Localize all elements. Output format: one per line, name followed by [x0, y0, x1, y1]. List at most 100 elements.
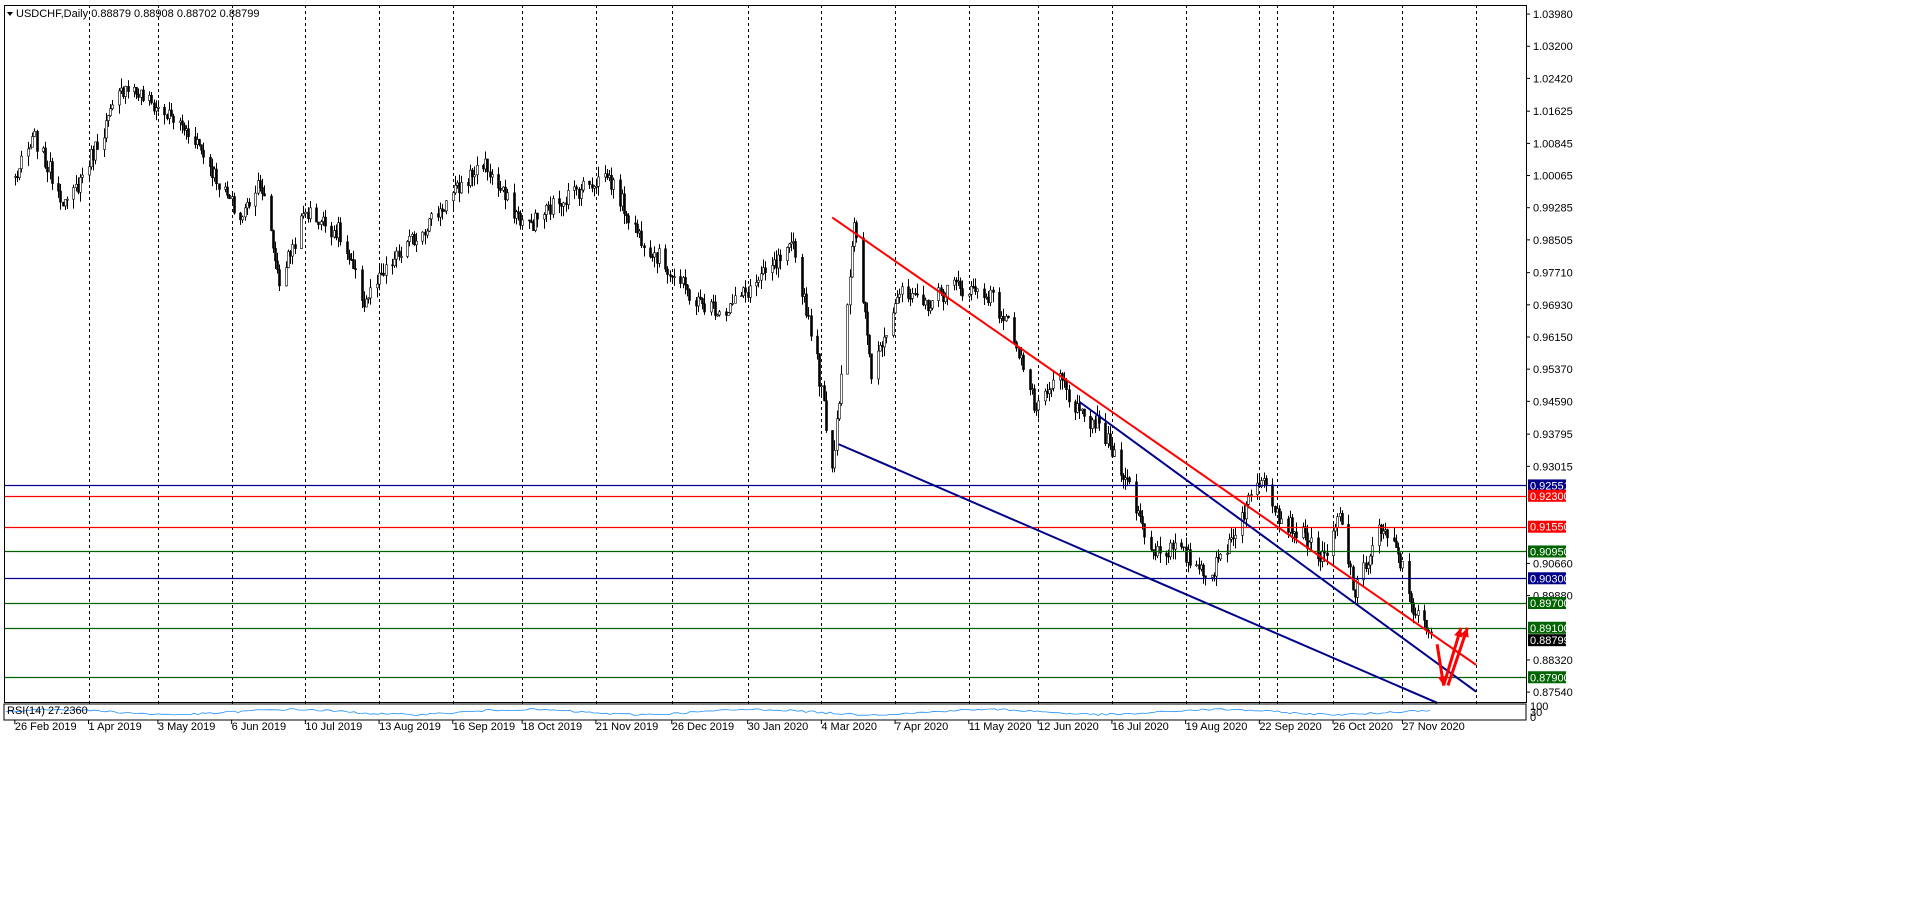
y-tick-label: 1.03200	[1533, 41, 1573, 53]
candle-body	[77, 183, 80, 193]
candle-body	[1310, 537, 1313, 543]
candle-body	[185, 128, 188, 131]
candle-body	[1250, 494, 1253, 496]
candle-body	[81, 174, 84, 178]
candle-body	[543, 214, 546, 220]
candle-body	[92, 149, 95, 161]
forecast-arrow-shaft	[1442, 627, 1463, 686]
candle-body	[1143, 523, 1146, 538]
candle-body	[398, 250, 401, 257]
candle-body	[499, 187, 502, 191]
y-tick-label: 0.99285	[1533, 203, 1573, 215]
x-tick-label: 16 Sep 2019	[453, 721, 515, 733]
candle-body	[669, 274, 672, 277]
candle-body	[686, 284, 689, 291]
candle-body	[90, 149, 93, 168]
candle-body	[714, 301, 717, 316]
candle-body	[1202, 564, 1205, 577]
level-badge-text: 0.87900	[1530, 672, 1570, 684]
candle-body	[66, 198, 69, 201]
candle-body	[181, 120, 184, 126]
candle-body	[369, 287, 372, 299]
candle-body	[1287, 518, 1290, 533]
candle-body	[244, 207, 247, 218]
candle-body	[278, 269, 281, 287]
y-tick-label: 0.90660	[1533, 558, 1573, 570]
candle-body	[285, 267, 288, 287]
candle-body	[1417, 610, 1420, 616]
candle-body	[261, 187, 264, 194]
candle-body	[1078, 403, 1081, 412]
candles	[14, 78, 1433, 639]
plot-frame	[4, 5, 1527, 703]
candle-body	[1293, 531, 1296, 534]
y-tick-label: 0.88320	[1533, 655, 1573, 667]
candle-body	[838, 403, 841, 420]
candle-body	[909, 297, 912, 300]
candle-body	[866, 311, 869, 336]
candle-body	[1074, 401, 1077, 413]
y-tick-label: 1.00065	[1533, 171, 1573, 183]
candle-body	[760, 273, 763, 281]
candle-body	[883, 336, 886, 348]
candle-body	[649, 247, 652, 257]
candle-body	[157, 106, 160, 109]
candle-body	[786, 247, 789, 262]
candle-body	[625, 213, 628, 216]
candle-body	[1033, 388, 1036, 411]
x-tick-label: 30 Jan 2020	[748, 721, 809, 733]
x-tick-label: 10 Jul 2019	[305, 721, 362, 733]
symbol-label: USDCHF,Daily 0.88879 0.88908 0.88702 0.8…	[16, 8, 259, 20]
candle-body	[140, 89, 143, 98]
candle-body	[20, 155, 23, 170]
candle-body	[1200, 564, 1203, 570]
candle-body	[701, 298, 704, 305]
candle-body	[731, 302, 734, 305]
dropdown-triangle-icon[interactable]	[7, 12, 13, 16]
candle-body	[771, 265, 774, 273]
candle-body	[1096, 415, 1099, 429]
candle-body	[272, 230, 275, 249]
candle-body	[673, 276, 676, 278]
candle-body	[1365, 562, 1368, 569]
candle-body	[1371, 545, 1374, 557]
candle-body	[1154, 551, 1157, 557]
candle-body	[885, 335, 888, 338]
candle-body	[513, 192, 516, 219]
symbol-header: USDCHF,Daily 0.88879 0.88908 0.88702 0.8…	[7, 8, 259, 20]
candle-body	[1128, 477, 1131, 483]
level-badge-text: 0.89100	[1530, 623, 1570, 635]
candle-body	[1304, 526, 1307, 534]
candle-body	[937, 287, 940, 301]
candle-body	[1167, 555, 1170, 558]
candle-body	[163, 106, 166, 116]
candle-body	[1232, 537, 1235, 540]
candle-body	[46, 166, 49, 173]
x-tick-label: 7 Apr 2020	[895, 721, 948, 733]
candle-body	[215, 168, 218, 185]
candle-body	[179, 120, 182, 123]
candle-body	[124, 86, 127, 97]
level-badge	[1528, 597, 1566, 610]
x-tick-label: 21 Nov 2019	[596, 721, 658, 733]
candle-body	[534, 212, 537, 231]
candle-body	[1002, 315, 1005, 322]
x-tick-label: 26 Feb 2019	[15, 721, 77, 733]
candle-body	[367, 297, 370, 300]
candle-body	[1356, 579, 1359, 598]
candle-body	[218, 183, 221, 190]
candle-body	[1256, 482, 1259, 495]
candle-body	[864, 302, 867, 313]
chart-frame	[4, 5, 1527, 703]
y-tick-label: 0.94590	[1533, 396, 1573, 408]
x-tick-label: 1 Apr 2019	[89, 721, 142, 733]
trend-line	[831, 216, 1477, 666]
candle-body	[75, 183, 78, 188]
candle-body	[1336, 516, 1339, 528]
candle-body	[1122, 475, 1125, 480]
candle-body	[166, 114, 169, 119]
candle-body	[968, 293, 971, 297]
candle-body	[1035, 409, 1038, 412]
